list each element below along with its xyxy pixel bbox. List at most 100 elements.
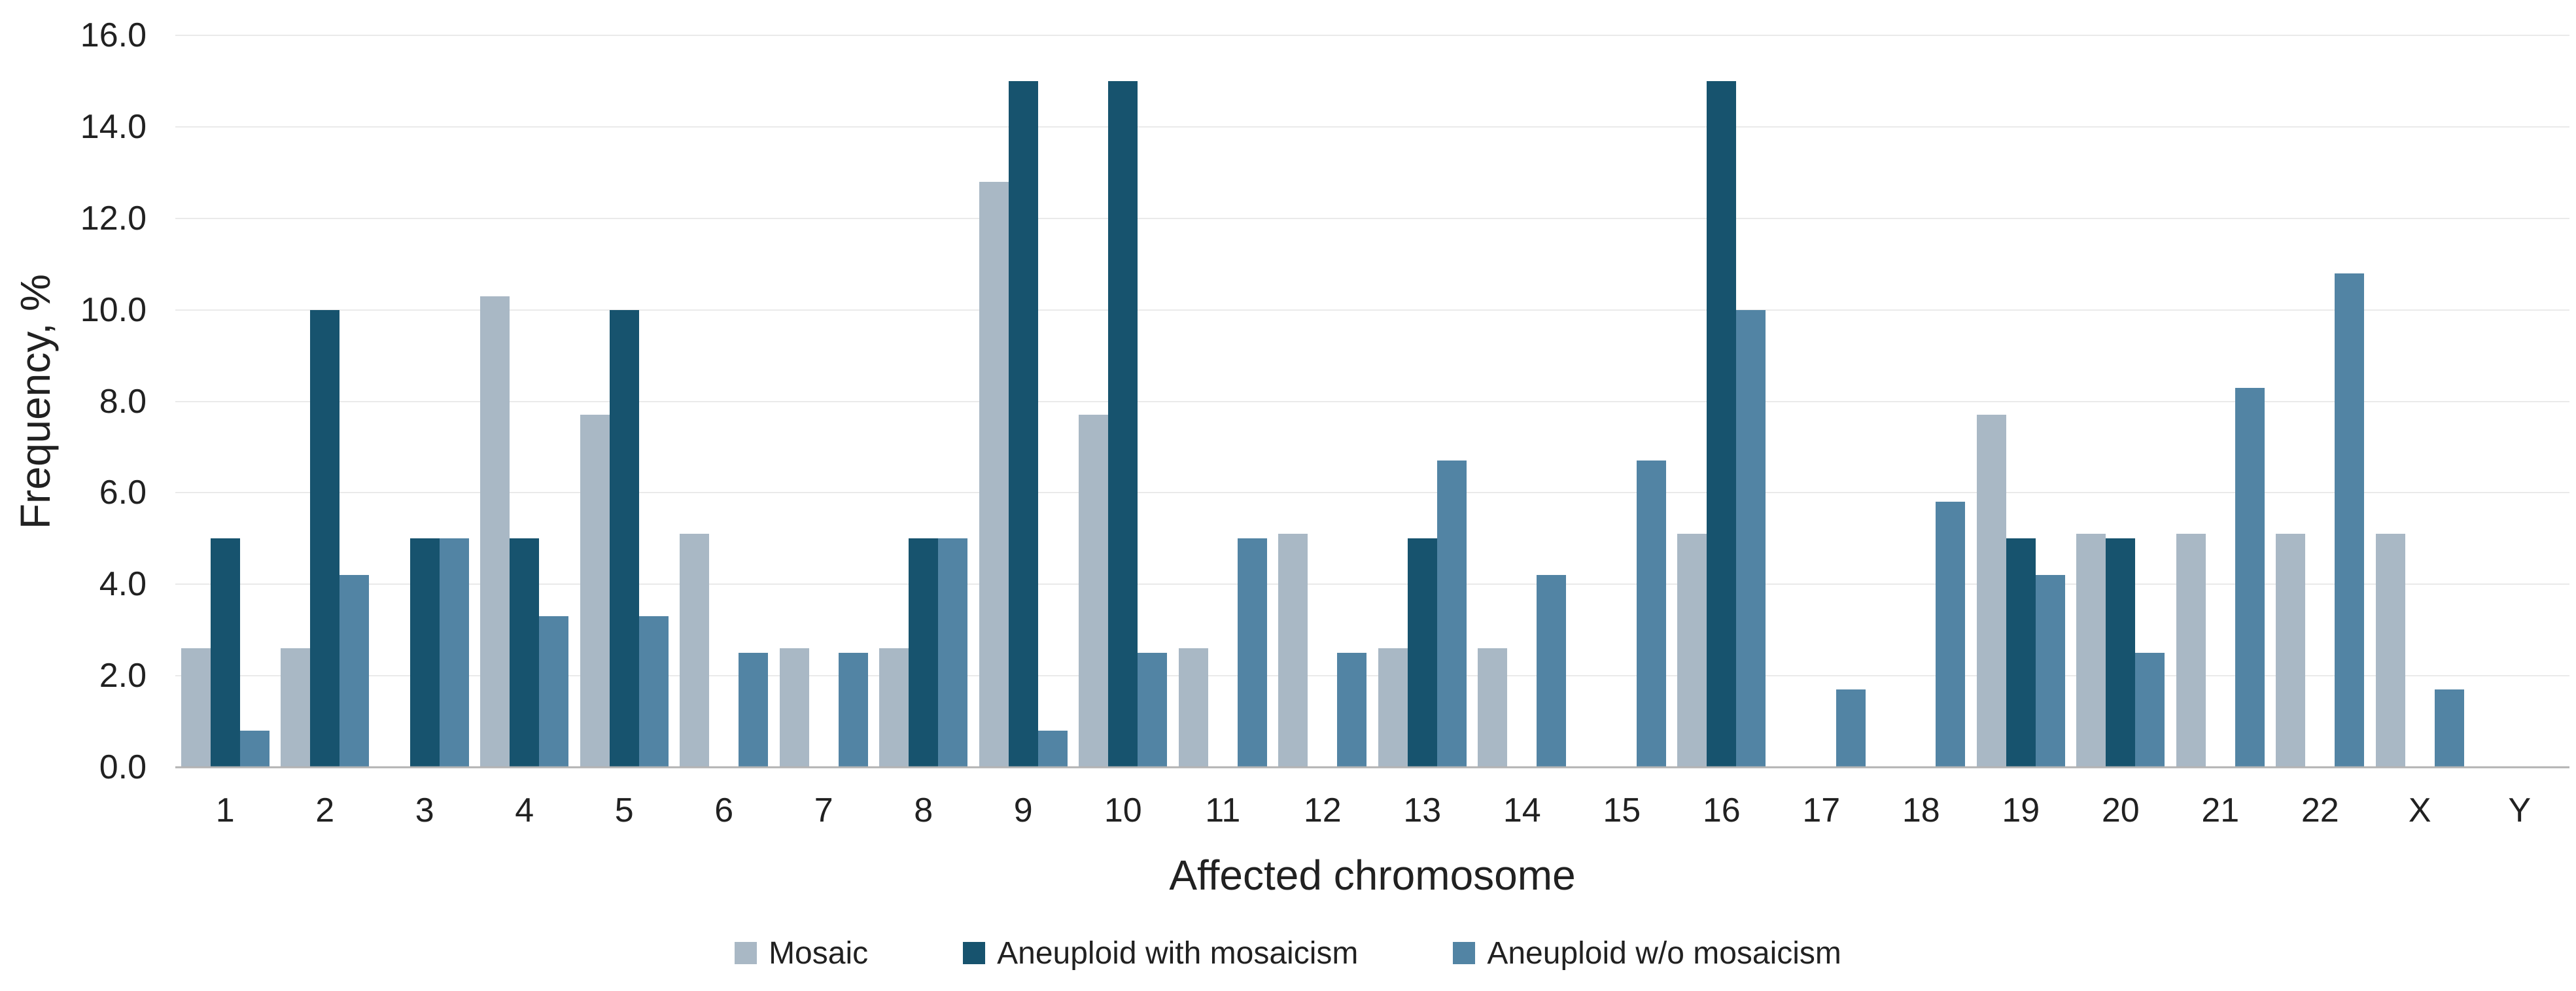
bar-mosaic-chr-7 <box>779 648 809 767</box>
x-tick-label-16: 16 <box>1702 791 1741 829</box>
bar-group-chr-19 <box>1976 35 2065 767</box>
bar-group-chr-9 <box>979 35 1068 767</box>
bar-aneuploid-w-o-mosaicism-chr-7 <box>838 653 868 767</box>
bar-aneuploid-with-mosaicism-chr-1 <box>210 538 240 767</box>
gridline-14.0 <box>175 126 2569 128</box>
bar-aneuploid-w-o-mosaicism-chr-9 <box>1037 731 1068 767</box>
legend-label-aneuploid-with-mosaicism: Aneuploid with mosaicism <box>997 935 1359 971</box>
x-tick-label-21: 21 <box>2201 791 2240 829</box>
bar-aneuploid-with-mosaicism-chr-2 <box>310 309 340 767</box>
bar-aneuploid-w-o-mosaicism-chr-17 <box>1836 689 1866 767</box>
bar-mosaic-chr-2 <box>281 648 311 767</box>
y-tick-label-14.0: 14.0 <box>80 107 147 146</box>
x-tick-label-14: 14 <box>1503 791 1541 829</box>
bar-aneuploid-w-o-mosaicism-chr-X <box>2434 689 2464 767</box>
x-tick-label-9: 9 <box>1013 791 1033 829</box>
y-tick-label-6.0: 6.0 <box>99 474 147 512</box>
x-tick-label-17: 17 <box>1802 791 1841 829</box>
x-tick-label-22: 22 <box>2301 791 2339 829</box>
x-tick-label-5: 5 <box>614 791 634 829</box>
x-tick-label-11: 11 <box>1205 791 1241 829</box>
bar-mosaic-chr-5 <box>580 415 610 767</box>
bar-aneuploid-w-o-mosaicism-chr-10 <box>1138 653 1168 767</box>
bar-mosaic-chr-12 <box>1278 534 1308 767</box>
bar-aneuploid-with-mosaicism-chr-20 <box>2106 538 2136 767</box>
y-tick-label-10.0: 10.0 <box>80 290 147 329</box>
bar-mosaic-chr-22 <box>2276 534 2306 767</box>
x-tick-label-19: 19 <box>2002 791 2040 829</box>
x-tick-label-15: 15 <box>1603 791 1641 829</box>
gridline-2.0 <box>175 675 2569 677</box>
legend-item-aneuploid-w-o-mosaicism: Aneuploid w/o mosaicism <box>1453 935 1841 971</box>
bar-group-chr-X <box>2375 35 2464 767</box>
bar-group-chr-7 <box>779 35 868 767</box>
legend-swatch-aneuploid-w-o-mosaicism <box>1453 942 1476 964</box>
x-tick-label-12: 12 <box>1303 791 1342 829</box>
x-axis-line <box>175 766 2569 769</box>
bar-aneuploid-w-o-mosaicism-chr-21 <box>2235 387 2265 767</box>
bar-aneuploid-w-o-mosaicism-chr-8 <box>938 538 968 767</box>
y-tick-label-4.0: 4.0 <box>99 565 147 604</box>
bar-mosaic-chr-6 <box>680 534 710 767</box>
bar-group-chr-11 <box>1178 35 1267 767</box>
y-tick-label-2.0: 2.0 <box>99 657 147 695</box>
x-tick-label-10: 10 <box>1104 791 1142 829</box>
bar-group-chr-12 <box>1278 35 1367 767</box>
bar-group-chr-22 <box>2276 35 2365 767</box>
bar-group-chr-16 <box>1677 35 1766 767</box>
bar-aneuploid-w-o-mosaicism-chr-4 <box>539 616 569 767</box>
bar-group-chr-10 <box>1079 35 1168 767</box>
y-tick-label-0.0: 0.0 <box>99 748 147 786</box>
legend-swatch-aneuploid-with-mosaicism <box>963 942 986 964</box>
bar-aneuploid-w-o-mosaicism-chr-14 <box>1537 575 1567 767</box>
gridline-6.0 <box>175 492 2569 494</box>
legend-swatch-mosaic <box>735 942 757 964</box>
bar-mosaic-chr-14 <box>1478 648 1508 767</box>
bar-group-chr-18 <box>1877 35 1966 767</box>
bar-aneuploid-w-o-mosaicism-chr-6 <box>739 653 769 767</box>
bar-aneuploid-w-o-mosaicism-chr-2 <box>339 575 370 767</box>
bar-aneuploid-w-o-mosaicism-chr-11 <box>1237 538 1267 767</box>
bar-group-chr-4 <box>480 35 569 767</box>
bar-mosaic-chr-4 <box>480 296 510 767</box>
x-axis-title: Affected chromosome <box>1169 852 1576 899</box>
x-axis-ticks: 1 2 3 4 5 6 7 8 9 10 11 12 13 14 15 16 17 18 19 20 21 22 X Y <box>175 790 2569 836</box>
legend: Mosaic Aneuploid with mosaicism Aneuploid … <box>0 930 2576 976</box>
bar-aneuploid-with-mosaicism-chr-3 <box>409 538 440 767</box>
bar-aneuploid-w-o-mosaicism-chr-20 <box>2135 653 2165 767</box>
bar-mosaic-chr-16 <box>1677 534 1707 767</box>
bar-aneuploid-with-mosaicism-chr-8 <box>909 538 939 767</box>
bar-mosaic-chr-9 <box>979 181 1009 767</box>
x-tick-label-2: 2 <box>315 791 335 829</box>
bar-group-chr-3 <box>381 35 469 767</box>
x-tick-label-20: 20 <box>2101 791 2140 829</box>
x-tick-label-X: X <box>2408 791 2431 829</box>
bar-aneuploid-w-o-mosaicism-chr-1 <box>239 731 270 767</box>
bar-group-chr-14 <box>1478 35 1567 767</box>
bar-mosaic-chr-1 <box>181 648 211 767</box>
bar-aneuploid-with-mosaicism-chr-4 <box>510 538 540 767</box>
bar-mosaic-chr-10 <box>1079 415 1109 767</box>
bar-aneuploid-w-o-mosaicism-chr-16 <box>1736 309 1766 767</box>
gridline-4.0 <box>175 583 2569 585</box>
bar-mosaic-chr-X <box>2375 534 2405 767</box>
x-tick-label-18: 18 <box>1902 791 1940 829</box>
bar-aneuploid-w-o-mosaicism-chr-5 <box>638 616 669 767</box>
x-tick-label-7: 7 <box>814 791 833 829</box>
plot-area <box>175 35 2569 769</box>
bar-mosaic-chr-20 <box>2076 534 2106 767</box>
x-tick-label-6: 6 <box>714 791 734 829</box>
bar-mosaic-chr-21 <box>2176 534 2206 767</box>
bar-group-chr-Y <box>2475 35 2564 767</box>
bar-group-chr-2 <box>281 35 370 767</box>
bar-group-chr-15 <box>1578 35 1666 767</box>
y-tick-label-16.0: 16.0 <box>80 16 147 54</box>
bar-aneuploid-w-o-mosaicism-chr-18 <box>1936 502 1966 767</box>
bar-aneuploid-with-mosaicism-chr-5 <box>609 309 639 767</box>
x-tick-label-Y: Y <box>2508 791 2532 829</box>
bar-mosaic-chr-11 <box>1178 648 1208 767</box>
bar-aneuploid-w-o-mosaicism-chr-3 <box>439 538 469 767</box>
bar-group-chr-1 <box>181 35 270 767</box>
bar-aneuploid-with-mosaicism-chr-16 <box>1707 80 1737 767</box>
